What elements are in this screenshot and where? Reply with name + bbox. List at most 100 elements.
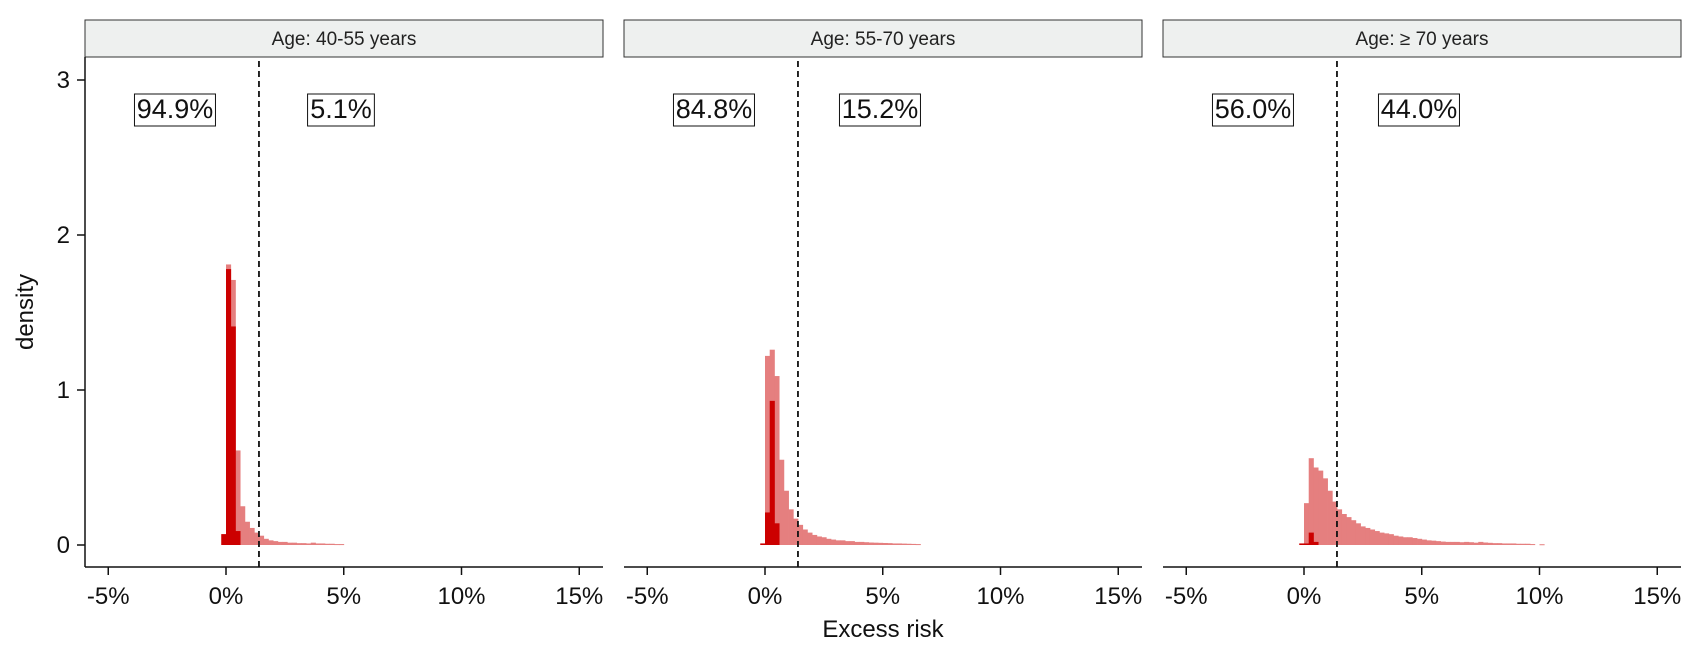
x-tick-label: 0% bbox=[209, 583, 244, 610]
histogram-bar-light bbox=[1459, 542, 1465, 545]
histogram-bar-light bbox=[882, 542, 888, 545]
histogram-bar-light bbox=[240, 506, 246, 545]
histogram-bar-light bbox=[1318, 470, 1324, 545]
x-axis-title: Excess risk bbox=[822, 616, 944, 643]
histogram-bar-light bbox=[835, 540, 841, 545]
right-percentage-label-box bbox=[1377, 93, 1460, 127]
histogram-bar-light bbox=[334, 544, 340, 546]
histogram-bar-light bbox=[339, 544, 345, 546]
x-tick-label: -5% bbox=[87, 583, 130, 610]
histogram-bar-dark bbox=[769, 400, 775, 545]
left-percentage-label-box bbox=[133, 93, 216, 127]
histogram-bar-light bbox=[1336, 509, 1343, 545]
left-percentage-label: 94.9% bbox=[137, 94, 214, 124]
histogram-bar-dark bbox=[230, 326, 236, 545]
histogram-bar-light bbox=[896, 543, 902, 545]
histogram-bar-light bbox=[287, 542, 293, 545]
histogram-bar-light bbox=[1511, 543, 1517, 545]
histogram-bar-light bbox=[1327, 490, 1333, 545]
panel-1: Age: 40-55 years 94.9% 5.1% -5% 0% 5% 10% 15% bbox=[84, 19, 604, 610]
histogram-bar-light bbox=[1412, 538, 1418, 545]
histogram-bar-light bbox=[324, 543, 331, 545]
left-percentage-label: 56.0% bbox=[1215, 94, 1292, 124]
panel-2: Age: 55-70 years 84.8% 15.2% -5% 0% 5% 10% 15% bbox=[623, 19, 1143, 610]
histogram-bar-light bbox=[911, 543, 917, 545]
y-tick-label: 0 bbox=[57, 532, 70, 559]
histogram-bar-dark bbox=[760, 543, 766, 545]
histogram-bar-light bbox=[793, 518, 799, 545]
histogram-bar-light bbox=[296, 543, 302, 545]
panel-title: Age: 55-70 years bbox=[811, 29, 956, 50]
histogram-bar-light bbox=[1468, 542, 1474, 545]
x-tick-label: 15% bbox=[1633, 583, 1681, 610]
histogram-bar-light bbox=[915, 544, 921, 546]
x-tick-label: 5% bbox=[1404, 583, 1439, 610]
right-percentage-label-box bbox=[838, 93, 921, 127]
histogram-bar-light bbox=[258, 535, 265, 545]
histogram-bar-light bbox=[901, 543, 907, 545]
histogram-bar-light bbox=[291, 542, 298, 545]
panel-strip bbox=[84, 19, 604, 58]
x-tick-label: 5% bbox=[326, 583, 361, 610]
histogram-bar-dark bbox=[1308, 532, 1314, 545]
histogram-bar-light bbox=[826, 538, 832, 545]
histogram-bar-dark bbox=[235, 531, 241, 545]
histogram-bar-light bbox=[1487, 542, 1493, 545]
histogram-bar-light bbox=[1492, 543, 1498, 545]
histogram-bar-light bbox=[849, 541, 855, 545]
histogram-bar-light bbox=[244, 521, 250, 545]
histogram-bar-light bbox=[1445, 541, 1451, 545]
panel-strip bbox=[1162, 19, 1682, 58]
x-tick-label: 10% bbox=[976, 583, 1024, 610]
histogram-bar-light bbox=[845, 541, 851, 545]
histogram-bar-light bbox=[1478, 541, 1484, 545]
histogram-bar-light bbox=[788, 509, 794, 545]
histogram-bar-light bbox=[306, 543, 312, 545]
histogram-bar-light bbox=[1332, 501, 1338, 545]
histogram-bar-light bbox=[1473, 542, 1479, 545]
histogram-bar-light bbox=[887, 543, 893, 545]
histogram-bar-light bbox=[1402, 537, 1409, 545]
histogram-bar-light bbox=[268, 540, 274, 545]
histogram-bar-light bbox=[1341, 514, 1347, 545]
histogram-bar-light bbox=[1530, 544, 1536, 546]
histogram-bar-dark bbox=[226, 269, 232, 545]
y-axis: 0 1 2 3 bbox=[57, 57, 86, 567]
histogram-bar-dark bbox=[1313, 541, 1319, 545]
histogram-bar-light bbox=[863, 542, 870, 545]
x-tick-label: 5% bbox=[865, 583, 900, 610]
histogram-bar-light bbox=[1407, 537, 1413, 545]
histogram-bar-light bbox=[310, 542, 316, 545]
histogram-bar-light bbox=[1421, 539, 1427, 545]
histogram-bar-light bbox=[1497, 543, 1503, 545]
right-percentage-label-box bbox=[307, 93, 375, 127]
histogram-bar-light bbox=[1308, 458, 1314, 545]
y-tick-label: 3 bbox=[57, 67, 70, 94]
histogram-bar-light bbox=[1388, 534, 1394, 545]
histogram-bar-dark bbox=[221, 534, 227, 545]
histogram-bar-light bbox=[320, 543, 326, 545]
x-tick-label: -5% bbox=[1165, 583, 1208, 610]
histogram-bar-dark bbox=[1304, 543, 1310, 545]
histogram-bar-light bbox=[1482, 542, 1489, 545]
histogram-bar-light bbox=[1313, 467, 1319, 545]
histogram-bar-dark bbox=[1299, 543, 1305, 545]
histogram-bar-light bbox=[263, 538, 269, 545]
histogram-bar-light bbox=[1379, 532, 1385, 545]
histogram-bar-light bbox=[1539, 544, 1545, 546]
panel-title: Age: ≥ 70 years bbox=[1356, 29, 1489, 50]
histogram-bar-light bbox=[315, 543, 321, 545]
panel-strip bbox=[623, 19, 1143, 58]
y-axis-title: density bbox=[12, 274, 39, 350]
histogram-bar-light bbox=[1435, 541, 1441, 545]
histogram-bar-light bbox=[840, 540, 846, 545]
x-tick-label: 10% bbox=[1515, 583, 1563, 610]
histogram-bar-light bbox=[854, 541, 860, 545]
x-tick-label: 15% bbox=[1094, 583, 1142, 610]
histogram-bar-light bbox=[1426, 540, 1432, 545]
histogram-bar-light bbox=[1374, 531, 1380, 545]
histogram-bar-light bbox=[1440, 541, 1446, 545]
histogram-bar-light bbox=[797, 524, 804, 545]
histogram-bar-light bbox=[1515, 543, 1522, 545]
right-percentage-label: 5.1% bbox=[310, 94, 372, 124]
